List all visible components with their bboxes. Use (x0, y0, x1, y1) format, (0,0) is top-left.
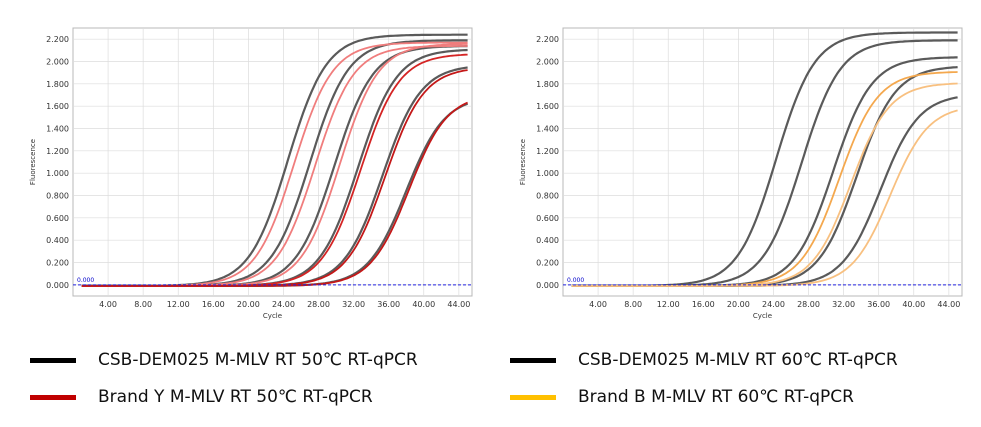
y-tick-label: 0.800 (46, 192, 69, 201)
y-axis-label: Fluorescence (29, 139, 37, 185)
legend-label: Brand B M-MLV RT 60℃ RT-qPCR (578, 387, 854, 407)
threshold-label: 0.000 (567, 277, 584, 284)
x-tick-label: 24.00 (762, 300, 785, 309)
y-tick-label: 1.600 (536, 102, 559, 111)
legend-item-brand-b-60: Brand B M-MLV RT 60℃ RT-qPCR (510, 387, 854, 407)
x-tick-label: 40.00 (902, 300, 925, 309)
amplification-chart-right: 4.00 8.00 12.00 16.00 20.00 24.00 28.00 32.00 36… (519, 27, 963, 320)
x-tick-label: 44.00 (937, 300, 960, 309)
y-tick-label: 2.200 (46, 35, 69, 44)
legend: CSB-DEM025 M-MLV RT 50℃ RT-qPCR CSB-DEM0… (0, 345, 981, 420)
x-tick-label: 40.00 (412, 300, 435, 309)
legend-label: CSB-DEM025 M-MLV RT 50℃ RT-qPCR (98, 350, 418, 370)
y-tick-label: 0.600 (536, 214, 559, 223)
legend-item-csb-50: CSB-DEM025 M-MLV RT 50℃ RT-qPCR (30, 350, 418, 370)
y-tick-label: 1.800 (536, 80, 559, 89)
y-tick-label: 0.800 (536, 192, 559, 201)
x-tick-label: 32.00 (342, 300, 365, 309)
legend-swatch-black (510, 357, 556, 363)
plot-area (562, 27, 963, 297)
y-tick-label: 0.200 (46, 259, 69, 268)
series-line-red (81, 101, 468, 287)
y-tick-label: 0.000 (536, 281, 559, 290)
x-tick-label: 28.00 (797, 300, 820, 309)
x-tick-label: 24.00 (272, 300, 295, 309)
legend-label: Brand Y M-MLV RT 50℃ RT-qPCR (98, 387, 373, 407)
x-tick-label: 20.00 (727, 300, 750, 309)
y-tick-label: 0.400 (46, 236, 69, 245)
y-tick-label: 2.000 (536, 58, 559, 67)
threshold-label: 0.000 (77, 277, 94, 284)
legend-label: CSB-DEM025 M-MLV RT 60℃ RT-qPCR (578, 350, 898, 370)
amplification-chart-left: 4.00 8.00 12.00 16.00 20.00 24.00 28.00 32.00 36… (29, 27, 473, 320)
y-tick-label: 0.000 (46, 281, 69, 290)
x-tick-label: 44.00 (447, 300, 470, 309)
y-tick-label: 0.600 (46, 214, 69, 223)
legend-swatch-black (30, 357, 76, 363)
legend-swatch-orange (510, 394, 556, 400)
legend-swatch-red (30, 394, 76, 400)
x-tick-label: 16.00 (202, 300, 225, 309)
x-tick-label: 12.00 (657, 300, 680, 309)
y-axis-label: Fluorescence (519, 139, 527, 185)
x-axis-label: Cycle (263, 312, 282, 320)
y-tick-label: 0.200 (536, 259, 559, 268)
series-line-orange (571, 109, 958, 287)
y-tick-label: 2.200 (536, 35, 559, 44)
x-tick-label: 8.00 (134, 300, 152, 309)
x-tick-label: 32.00 (832, 300, 855, 309)
x-tick-label: 8.00 (624, 300, 642, 309)
legend-item-csb-60: CSB-DEM025 M-MLV RT 60℃ RT-qPCR (510, 350, 898, 370)
x-axis-label: Cycle (753, 312, 772, 320)
y-tick-label: 1.200 (536, 147, 559, 156)
y-tick-label: 1.000 (46, 169, 69, 178)
y-tick-label: 1.400 (536, 125, 559, 134)
x-tick-label: 36.00 (867, 300, 890, 309)
x-tick-label: 4.00 (99, 300, 117, 309)
plot-area (72, 27, 473, 297)
x-tick-label: 28.00 (307, 300, 330, 309)
x-tick-label: 20.00 (237, 300, 260, 309)
x-tick-label: 36.00 (377, 300, 400, 309)
x-tick-label: 12.00 (167, 300, 190, 309)
legend-item-brand-y-50: Brand Y M-MLV RT 50℃ RT-qPCR (30, 387, 373, 407)
y-tick-label: 1.800 (46, 80, 69, 89)
y-tick-label: 1.400 (46, 125, 69, 134)
x-tick-label: 16.00 (692, 300, 715, 309)
y-tick-label: 0.400 (536, 236, 559, 245)
y-tick-label: 2.000 (46, 58, 69, 67)
y-tick-label: 1.600 (46, 102, 69, 111)
y-tick-label: 1.200 (46, 147, 69, 156)
x-tick-label: 4.00 (589, 300, 607, 309)
y-tick-label: 1.000 (536, 169, 559, 178)
